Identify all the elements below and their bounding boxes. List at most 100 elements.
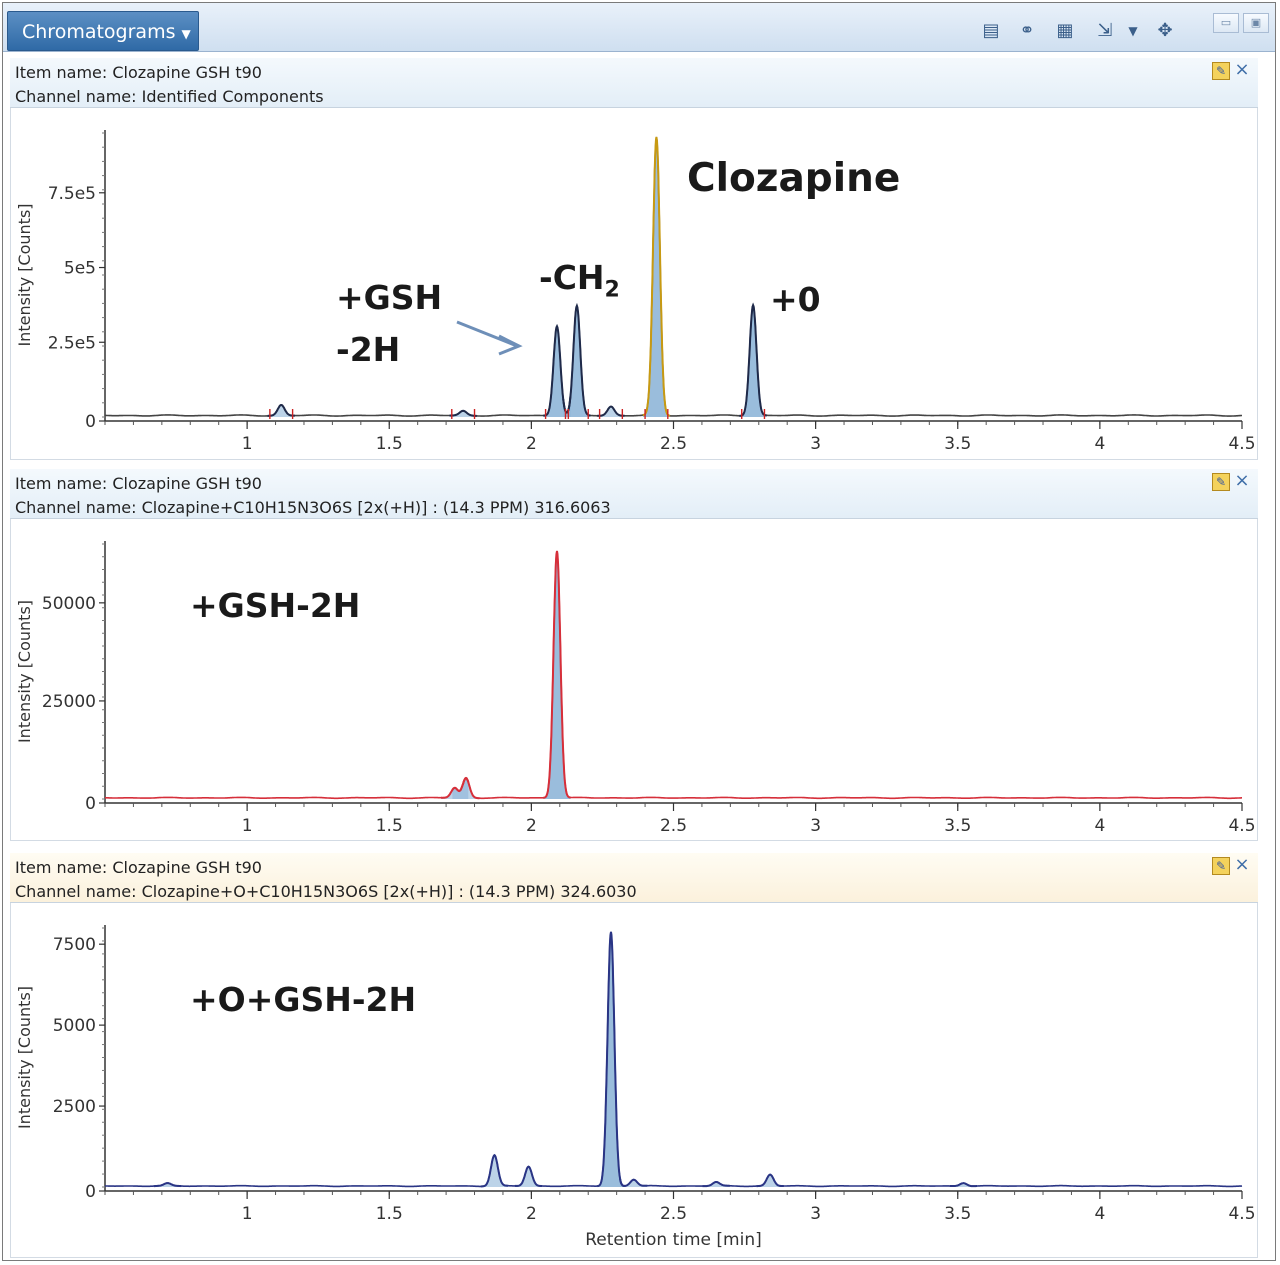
peak-area: [480, 1155, 509, 1187]
y-tick-label: 2500: [53, 1097, 96, 1117]
chevron-down-icon: ▼: [181, 27, 191, 41]
chevron-down-icon[interactable]: ▼: [1128, 24, 1138, 38]
item-name: Item name: Clozapine GSH t90: [15, 474, 262, 493]
x-tick-label: 1.5: [376, 816, 403, 836]
ch2-subscript: 2: [604, 277, 620, 303]
x-tick-label: 1: [242, 816, 253, 836]
link-icon[interactable]: ⚭: [1019, 20, 1035, 41]
x-tick-label: 2.5: [660, 816, 687, 836]
annotation-o-gsh-2h: +O+GSH-2H: [190, 980, 417, 1019]
pin-icon[interactable]: ✎: [1212, 473, 1230, 491]
y-tick-label: 50000: [42, 594, 96, 614]
export-icon[interactable]: ⇲: [1097, 20, 1113, 41]
annotation-ch2: -CH2: [539, 258, 620, 303]
peak-area: [543, 326, 571, 417]
peak-outline: [597, 405, 625, 417]
annotation-gsh-2h: +GSH-2H: [190, 586, 361, 625]
peak-outline: [449, 409, 477, 417]
peak-area: [452, 778, 480, 799]
peak-outline: [480, 1153, 509, 1188]
toolbar: Chromatograms ▼ ▤ ⚭ ▦ ⇲ ▼ ✥ ▭ ▣: [3, 3, 1275, 52]
x-tick-label: 4.5: [1228, 816, 1255, 836]
peak-outline: [949, 1182, 978, 1188]
x-tick-label: 2.5: [660, 1204, 687, 1224]
x-tick-label: 3: [810, 434, 821, 454]
close-icon[interactable]: ×: [1234, 854, 1250, 875]
pin-icon[interactable]: ✎: [1212, 62, 1230, 80]
annotation-2h: -2H: [336, 330, 401, 369]
item-name: Item name: Clozapine GSH t90: [15, 858, 262, 877]
peak-area: [597, 931, 625, 1187]
move-icon[interactable]: ✥: [1157, 20, 1173, 41]
peak-outline: [153, 1182, 182, 1188]
peak-area: [514, 1166, 543, 1187]
arrow-line: [456, 320, 518, 348]
peak-area: [739, 305, 767, 417]
x-tick-label: 4: [1094, 434, 1105, 454]
trace-line: [105, 550, 1242, 800]
x-axis-label: Retention time [min]: [585, 1230, 762, 1250]
restore-button[interactable]: ▣: [1243, 13, 1269, 33]
y-tick-label: 2.5e5: [48, 333, 96, 353]
x-tick-label: 1: [242, 1204, 253, 1224]
x-tick-label: 3.5: [944, 434, 971, 454]
x-tick-label: 3.5: [944, 816, 971, 836]
close-icon[interactable]: ×: [1234, 59, 1250, 80]
y-tick-label: 0: [85, 794, 96, 814]
y-tick-label: 7500: [53, 935, 96, 955]
report-icon[interactable]: ▤: [982, 20, 1000, 41]
x-tick-label: 1.5: [376, 1204, 403, 1224]
peak-outline: [267, 403, 295, 417]
close-icon[interactable]: ×: [1234, 470, 1250, 491]
arrow-annotation: [456, 320, 523, 356]
chromatogram-panel-3: Item name: Clozapine GSH t90 Channel nam…: [10, 853, 1258, 1258]
peak-area: [642, 137, 671, 417]
chart-1: 1 1.5 2 2.5 3 3.5 4 4.5 0 2.5e5 5e5 7.5e5 Intensity …: [15, 130, 1256, 454]
x-tick-label: 3.5: [944, 1204, 971, 1224]
peak-outline: [702, 1181, 730, 1188]
peak-outline: [451, 776, 480, 800]
x-tick-label: 4: [1094, 1204, 1105, 1224]
chromatogram-panel-2: Item name: Clozapine GSH t90 Channel nam…: [10, 469, 1258, 841]
panel-header: Item name: Clozapine GSH t90 Channel nam…: [10, 469, 1258, 519]
panel-header: Item name: Clozapine GSH t90 Channel nam…: [10, 58, 1258, 108]
ch2-text: -CH: [539, 258, 605, 297]
x-tick-label: 3: [810, 816, 821, 836]
peak-area: [563, 305, 591, 417]
y-tick-label: 0: [85, 1182, 96, 1202]
chromatogram-panel-1: Item name: Clozapine GSH t90 Channel nam…: [10, 58, 1258, 460]
x-tick-label: 2: [526, 1204, 537, 1224]
panel-header: Item name: Clozapine GSH t90 Channel nam…: [10, 853, 1258, 903]
annotation-clozapine: Clozapine: [687, 156, 901, 201]
peak-outline: [739, 302, 767, 417]
peak-outline: [619, 1178, 648, 1187]
channel-name: Channel name: Clozapine+O+C10H15N3O6S [2…: [15, 882, 637, 901]
channel-name: Channel name: Identified Components: [15, 87, 324, 106]
chart-3: 1 1.5 2 2.5 3 3.5 4 4.5 0 2500 5000 7500 Intensity […: [15, 925, 1256, 1250]
x-tick-label: 3: [810, 1204, 821, 1224]
peak-outline: [543, 550, 571, 799]
y-tick-label: 25000: [42, 692, 96, 712]
peak-area: [267, 405, 295, 417]
x-tick-label: 1: [242, 434, 253, 454]
annotation-plus-o: +0: [770, 280, 821, 319]
item-name: Item name: Clozapine GSH t90: [15, 63, 262, 82]
chromatograms-menu-button[interactable]: Chromatograms ▼: [7, 11, 199, 51]
x-tick-label: 2: [526, 816, 537, 836]
minimize-button[interactable]: ▭: [1213, 13, 1239, 33]
x-tick-label: 4.5: [1228, 434, 1255, 454]
y-tick-label: 7.5e5: [48, 184, 96, 204]
peak-outline: [514, 1165, 543, 1188]
peak-outline: [756, 1173, 784, 1188]
chart-2: 1 1.5 2 2.5 3 3.5 4 4.5 0 25000 50000 Intensity [Co…: [15, 541, 1256, 836]
x-tick-label: 2.5: [660, 434, 687, 454]
trace-line: [104, 931, 1243, 1188]
y-tick-label: 5e5: [64, 259, 96, 279]
peak-outline: [642, 136, 671, 417]
y-tick-label: 5000: [53, 1016, 96, 1036]
channel-name: Channel name: Clozapine+C10H15N3O6S [2x(…: [15, 498, 611, 517]
peak-area: [543, 551, 571, 799]
pin-icon[interactable]: ✎: [1212, 857, 1230, 875]
menu-label: Chromatograms: [22, 21, 176, 43]
table-icon[interactable]: ▦: [1056, 20, 1074, 41]
